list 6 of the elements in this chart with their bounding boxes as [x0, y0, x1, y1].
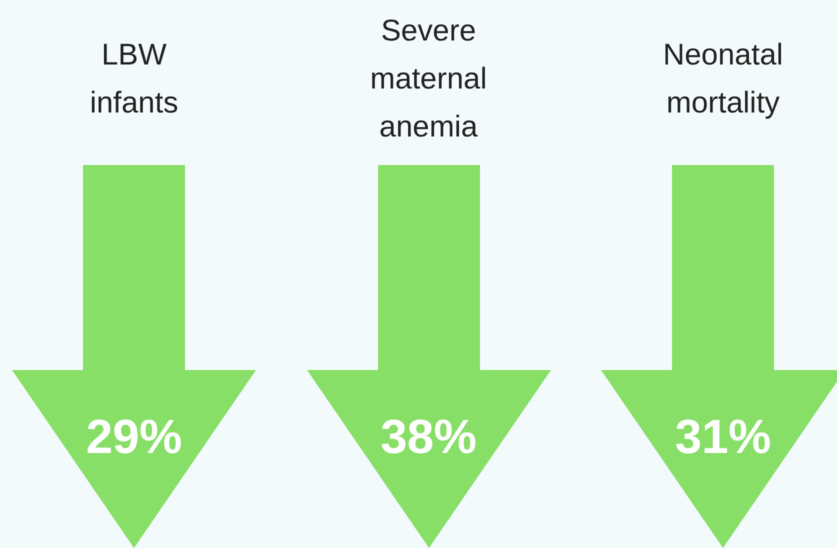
data-label: 31% [674, 411, 772, 464]
data-label: 38% [380, 411, 477, 464]
data-label: 29% [86, 411, 182, 464]
category-label: Neonatal mortality [662, 38, 784, 120]
category-label: Severe maternal anemia [370, 14, 487, 144]
category-label: LBW infants [90, 38, 178, 120]
